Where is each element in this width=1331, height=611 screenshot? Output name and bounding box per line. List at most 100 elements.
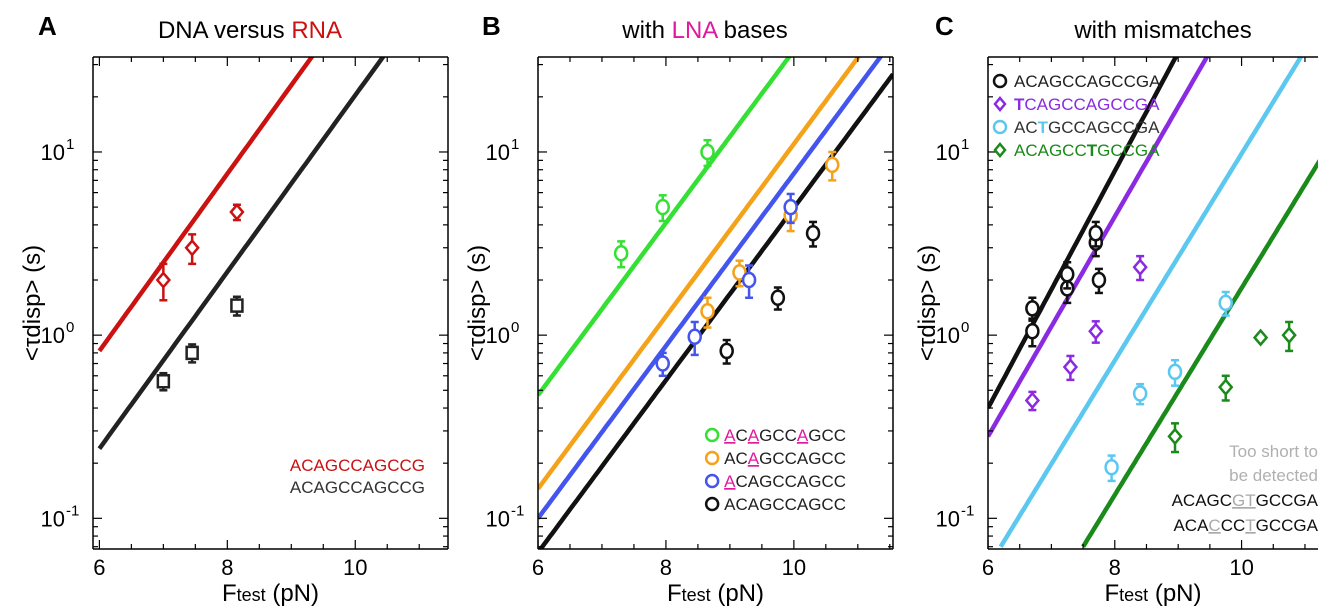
series-curve-1 [538, 57, 792, 397]
marker-circle [824, 156, 840, 174]
marker-circle [1059, 266, 1075, 283]
marker-circle [1088, 224, 1104, 242]
y-tick-exponent: 1 [961, 136, 969, 153]
y-axis-label: <τdisp> (s) [914, 245, 941, 361]
x-tick-label: 8 [221, 555, 233, 580]
legend: ACAGCCAGCC ACAGCCAGCC ACAGCCAGCC ACAGCCAGCC [704, 426, 846, 514]
y-tick-label: 10 [486, 323, 510, 348]
data-point [1252, 328, 1269, 347]
marker-diamond [155, 271, 172, 289]
data-point [1091, 267, 1107, 295]
data-point [156, 371, 171, 392]
marker-circle [719, 342, 734, 360]
x-tick-label: 8 [660, 555, 672, 580]
y-tick-exponent: 0 [66, 319, 74, 336]
marker-circle [1132, 385, 1148, 402]
marker-circle [1025, 323, 1040, 340]
data-point [1025, 296, 1040, 322]
data-point [185, 343, 199, 364]
legend-marker [992, 119, 1008, 135]
legend-entry: ACAGCCTGCCGA [1014, 141, 1160, 160]
data-point [1088, 220, 1104, 248]
data-point [155, 262, 172, 302]
marker-diamond [1252, 328, 1269, 347]
y-tick-exponent: -1 [961, 502, 974, 519]
marker-circle [655, 355, 670, 372]
panel-letter: B [482, 11, 501, 41]
note-text: Too short to [1229, 442, 1318, 461]
y-axis-label: <τdisp> (s) [464, 245, 491, 361]
x-tick-label: 6 [93, 555, 105, 580]
x-tick-label: 10 [343, 555, 367, 580]
marker-circle [770, 289, 786, 307]
data-point [1062, 354, 1079, 382]
marker-square [230, 298, 244, 313]
y-tick-exponent: -1 [66, 502, 79, 519]
legend-entry: ACAGCCAGCC [724, 472, 846, 491]
panel-letter: A [38, 11, 57, 41]
legend-marker [704, 473, 720, 489]
data-point [1059, 261, 1075, 290]
marker-circle [805, 224, 821, 242]
data-point [687, 320, 702, 357]
data-point [1104, 454, 1119, 483]
marker-circle [700, 143, 715, 161]
legend-entry: TCAGCCAGCCGA [1014, 95, 1160, 114]
legend-marker [704, 450, 720, 466]
data-point [1025, 317, 1040, 348]
marker-square [185, 345, 199, 361]
series-curve-3 [538, 57, 884, 520]
panel-letter: C [935, 11, 954, 41]
x-tick-label: 10 [1229, 555, 1253, 580]
plot-area [988, 57, 1318, 548]
y-tick-label: 10 [41, 506, 65, 531]
series-curve-1 [988, 57, 1179, 410]
marker-diamond [1062, 358, 1079, 376]
x-axis-label: Ftest (pN) [1104, 580, 1201, 607]
legend-marker [704, 427, 720, 443]
legend-entry: ACAGCCAGCC [724, 495, 846, 514]
marker-diamond [1088, 322, 1104, 341]
marker-diamond [1024, 391, 1041, 410]
marker-diamond [184, 238, 200, 257]
marker-diamond [1281, 326, 1297, 345]
data-point [741, 264, 757, 300]
marker-circle [741, 271, 757, 289]
legend-entry: ACAGCCAGCC [724, 449, 846, 468]
series-curve-2 [97, 57, 386, 451]
y-tick-label: 10 [486, 140, 510, 165]
marker-circle [613, 244, 629, 262]
series-curve-1 [97, 57, 315, 353]
x-tick-label: 6 [532, 555, 544, 580]
y-tick-exponent: -1 [511, 502, 524, 519]
data-point [700, 296, 715, 329]
legend-entry: ACAGCCAGCCG [290, 456, 425, 475]
data-point [1088, 320, 1104, 344]
undetected-note: Too short to be detected ACAGCGTGCCGA ACACC… [1172, 442, 1319, 535]
data-point [613, 240, 629, 269]
x-tick-label: 8 [1109, 555, 1121, 580]
legend-entry: ACAGCCAGCC [724, 426, 846, 445]
series-curve-2 [988, 57, 1210, 438]
marker-circle [1025, 300, 1040, 317]
legend-entry: ACTGCCAGCCGA [1014, 118, 1160, 137]
y-axis-label: <τdisp> (s) [19, 245, 46, 361]
data-point [1218, 290, 1233, 317]
x-tick-label: 10 [782, 555, 806, 580]
legend-entry: ACAGCCAGCCG [290, 478, 425, 497]
marker-circle [732, 264, 747, 281]
data-point [1132, 254, 1148, 282]
series-curve-3 [998, 57, 1304, 548]
data-point [229, 203, 245, 222]
data-point [805, 220, 821, 248]
y-tick-label: 10 [936, 323, 960, 348]
note-sequence: ACAGCGTGCCGA [1172, 491, 1319, 510]
marker-circle [700, 303, 715, 320]
data-point [1218, 374, 1234, 402]
y-tick-label: 10 [41, 323, 65, 348]
data-point [184, 233, 200, 266]
data-point [719, 338, 734, 365]
data-point [732, 259, 747, 288]
